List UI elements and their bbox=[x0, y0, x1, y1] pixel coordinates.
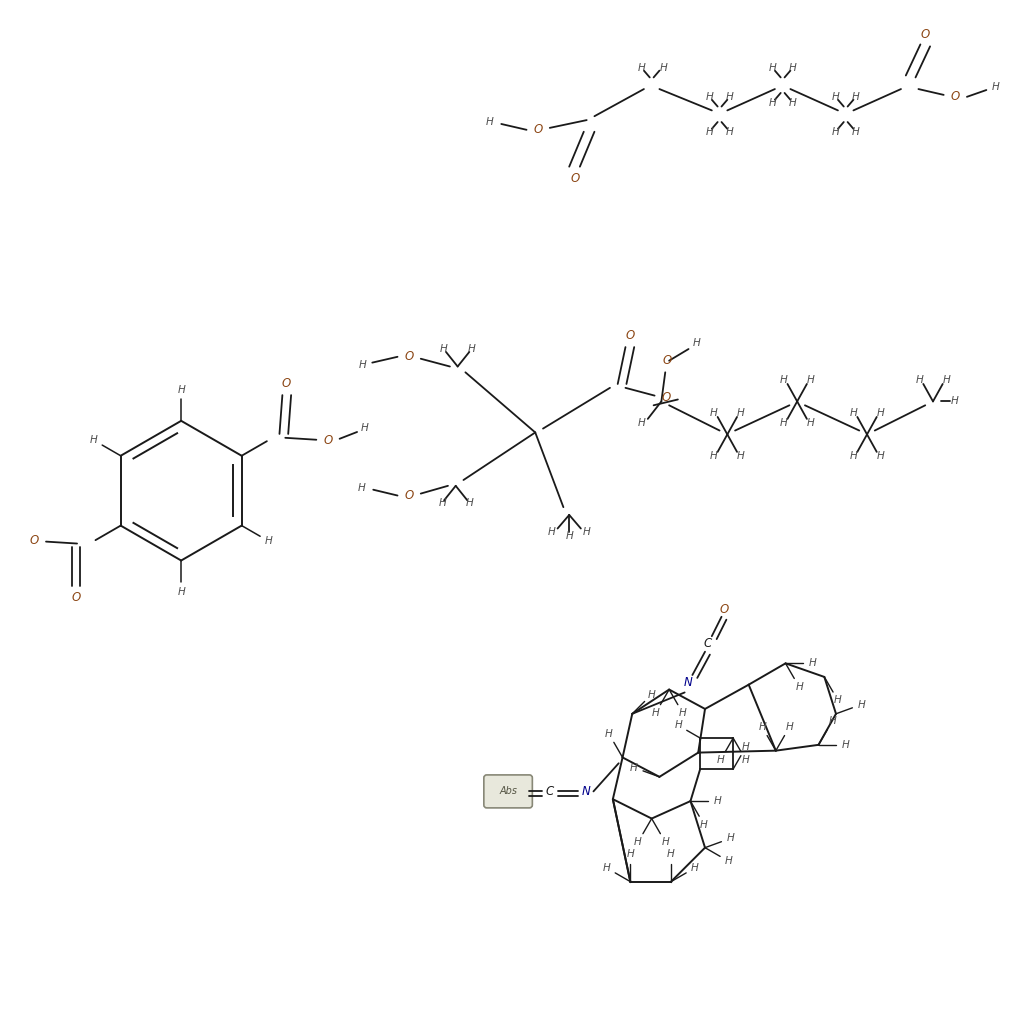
Text: H: H bbox=[727, 833, 734, 844]
Text: H: H bbox=[468, 344, 475, 354]
Text: H: H bbox=[806, 375, 815, 385]
Text: H: H bbox=[565, 531, 573, 541]
Text: H: H bbox=[850, 451, 857, 461]
Text: H: H bbox=[786, 723, 793, 732]
Text: H: H bbox=[809, 658, 817, 668]
Text: H: H bbox=[737, 451, 745, 461]
Text: H: H bbox=[177, 586, 185, 597]
Text: H: H bbox=[630, 763, 638, 773]
Text: Abs: Abs bbox=[500, 786, 517, 796]
Text: H: H bbox=[177, 384, 185, 395]
Text: H: H bbox=[725, 127, 733, 136]
Text: H: H bbox=[706, 92, 714, 101]
Text: H: H bbox=[852, 127, 859, 136]
Text: H: H bbox=[780, 418, 788, 427]
Text: H: H bbox=[758, 723, 766, 732]
Text: O: O bbox=[921, 29, 930, 41]
Text: H: H bbox=[780, 375, 788, 385]
Text: H: H bbox=[942, 375, 951, 385]
Text: H: H bbox=[788, 63, 796, 73]
Text: H: H bbox=[710, 451, 718, 461]
Text: H: H bbox=[832, 92, 839, 101]
Text: O: O bbox=[951, 90, 960, 104]
Text: O: O bbox=[30, 534, 39, 547]
Text: H: H bbox=[691, 863, 698, 873]
Text: H: H bbox=[788, 97, 796, 108]
Text: H: H bbox=[795, 682, 803, 692]
Text: H: H bbox=[737, 408, 745, 418]
Text: H: H bbox=[675, 721, 682, 731]
Text: H: H bbox=[717, 754, 724, 765]
Text: H: H bbox=[951, 397, 958, 407]
Text: N: N bbox=[581, 785, 590, 797]
Text: H: H bbox=[440, 344, 448, 354]
Text: H: H bbox=[486, 117, 493, 127]
Text: H: H bbox=[806, 418, 815, 427]
Text: H: H bbox=[605, 729, 613, 739]
Text: H: H bbox=[652, 708, 659, 719]
Text: H: H bbox=[742, 742, 750, 752]
Text: H: H bbox=[357, 483, 366, 493]
Text: O: O bbox=[720, 603, 729, 616]
Text: H: H bbox=[438, 498, 446, 508]
Text: H: H bbox=[667, 850, 675, 859]
Text: H: H bbox=[603, 863, 611, 873]
Text: H: H bbox=[858, 699, 865, 709]
Text: H: H bbox=[769, 63, 777, 73]
Text: H: H bbox=[710, 408, 718, 418]
Text: O: O bbox=[534, 123, 543, 136]
FancyBboxPatch shape bbox=[484, 775, 533, 808]
Text: H: H bbox=[992, 82, 1000, 92]
Text: H: H bbox=[742, 754, 750, 765]
Text: H: H bbox=[769, 97, 777, 108]
Text: O: O bbox=[323, 435, 333, 447]
Text: O: O bbox=[571, 172, 580, 184]
Text: H: H bbox=[360, 423, 369, 434]
Text: H: H bbox=[583, 528, 590, 537]
Text: H: H bbox=[852, 92, 859, 101]
Text: O: O bbox=[405, 351, 414, 363]
Text: O: O bbox=[281, 377, 290, 390]
Text: H: H bbox=[725, 856, 732, 866]
Text: H: H bbox=[725, 92, 733, 101]
Text: H: H bbox=[714, 796, 721, 806]
Text: O: O bbox=[661, 392, 671, 404]
Text: H: H bbox=[832, 127, 839, 136]
Text: H: H bbox=[358, 360, 367, 370]
Text: H: H bbox=[706, 127, 714, 136]
Text: O: O bbox=[662, 355, 672, 367]
Text: H: H bbox=[834, 695, 842, 705]
Text: H: H bbox=[659, 63, 667, 73]
Text: H: H bbox=[634, 837, 642, 847]
Text: H: H bbox=[466, 498, 473, 508]
Text: N: N bbox=[684, 676, 693, 689]
Text: H: H bbox=[90, 436, 98, 445]
Text: H: H bbox=[916, 375, 923, 385]
Text: H: H bbox=[548, 528, 555, 537]
Text: H: H bbox=[877, 408, 885, 418]
Text: H: H bbox=[639, 418, 646, 427]
Text: H: H bbox=[661, 837, 670, 847]
Text: H: H bbox=[639, 63, 646, 73]
Text: H: H bbox=[700, 820, 708, 829]
Text: H: H bbox=[842, 740, 850, 750]
Text: H: H bbox=[850, 408, 857, 418]
Text: O: O bbox=[625, 329, 634, 342]
Text: O: O bbox=[71, 591, 80, 605]
Text: O: O bbox=[405, 489, 414, 502]
Text: C: C bbox=[703, 638, 712, 651]
Text: H: H bbox=[265, 536, 272, 546]
Text: H: H bbox=[679, 708, 687, 719]
Text: H: H bbox=[648, 690, 655, 700]
Text: C: C bbox=[546, 785, 554, 797]
Text: H: H bbox=[692, 338, 700, 348]
Text: H: H bbox=[877, 451, 885, 461]
Text: H: H bbox=[626, 850, 634, 859]
Text: H: H bbox=[828, 716, 836, 727]
